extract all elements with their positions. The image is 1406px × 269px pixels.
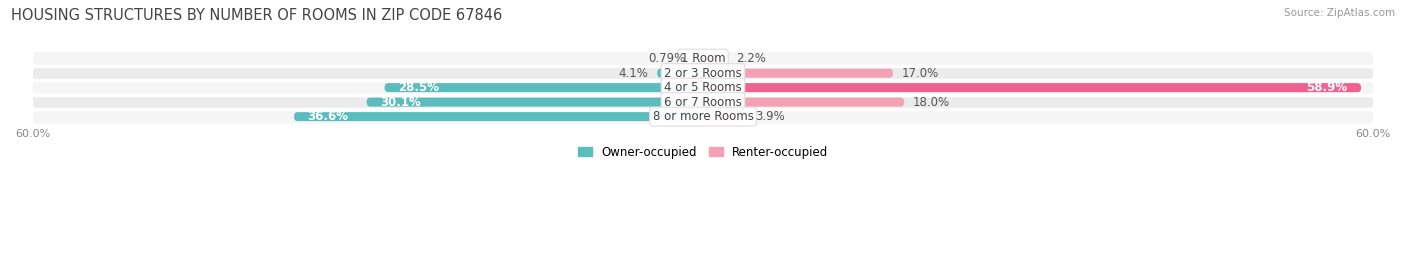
Text: 2 or 3 Rooms: 2 or 3 Rooms: [664, 67, 742, 80]
FancyBboxPatch shape: [695, 54, 703, 63]
Text: 8 or more Rooms: 8 or more Rooms: [652, 110, 754, 123]
Text: 0.79%: 0.79%: [648, 52, 685, 65]
FancyBboxPatch shape: [32, 95, 1374, 109]
Text: Source: ZipAtlas.com: Source: ZipAtlas.com: [1284, 8, 1395, 18]
FancyBboxPatch shape: [385, 83, 703, 92]
Text: 1 Room: 1 Room: [681, 52, 725, 65]
Text: 4 or 5 Rooms: 4 or 5 Rooms: [664, 81, 742, 94]
Text: 3.9%: 3.9%: [755, 110, 786, 123]
FancyBboxPatch shape: [703, 69, 893, 78]
Text: 58.9%: 58.9%: [1306, 81, 1348, 94]
Legend: Owner-occupied, Renter-occupied: Owner-occupied, Renter-occupied: [578, 146, 828, 158]
FancyBboxPatch shape: [703, 98, 904, 107]
FancyBboxPatch shape: [367, 98, 703, 107]
Text: 36.6%: 36.6%: [308, 110, 349, 123]
FancyBboxPatch shape: [703, 54, 727, 63]
Text: 28.5%: 28.5%: [398, 81, 439, 94]
FancyBboxPatch shape: [32, 52, 1374, 65]
Text: 30.1%: 30.1%: [380, 95, 420, 109]
Text: 2.2%: 2.2%: [737, 52, 766, 65]
Text: 17.0%: 17.0%: [901, 67, 939, 80]
Text: 18.0%: 18.0%: [912, 95, 950, 109]
FancyBboxPatch shape: [657, 69, 703, 78]
FancyBboxPatch shape: [294, 112, 703, 121]
FancyBboxPatch shape: [32, 110, 1374, 123]
Text: HOUSING STRUCTURES BY NUMBER OF ROOMS IN ZIP CODE 67846: HOUSING STRUCTURES BY NUMBER OF ROOMS IN…: [11, 8, 502, 23]
FancyBboxPatch shape: [703, 112, 747, 121]
Text: 6 or 7 Rooms: 6 or 7 Rooms: [664, 95, 742, 109]
Text: 4.1%: 4.1%: [619, 67, 648, 80]
FancyBboxPatch shape: [32, 66, 1374, 80]
FancyBboxPatch shape: [703, 83, 1361, 92]
FancyBboxPatch shape: [32, 81, 1374, 94]
